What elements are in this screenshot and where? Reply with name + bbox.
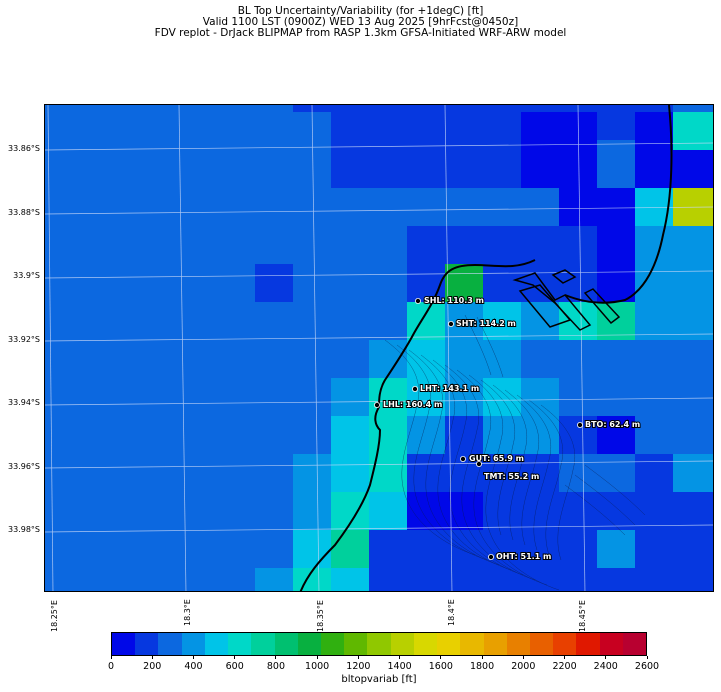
colorbar-tick-mark [110, 656, 112, 659]
station-label-tmt: TMT: 55.2 m [484, 472, 539, 481]
station-dot-lhl[interactable] [373, 401, 380, 408]
colorbar-tick-label: 400 [184, 661, 203, 672]
station-dot-bto[interactable] [577, 421, 584, 428]
colorbar-label: bltopvariab [ft] [341, 674, 417, 685]
colorbar-tick-label: 1400 [387, 661, 412, 672]
lat-label-2: 33.88°S [8, 208, 40, 217]
title-line-2: Valid 1100 LST (0900Z) WED 13 Aug 2025 [… [202, 16, 519, 28]
colorbar-tick-label: 1600 [428, 661, 453, 672]
lat-label-7: 33.98°S [8, 525, 40, 534]
colorbar-segment [204, 633, 229, 655]
lon-label-2: 18.3°E [183, 599, 192, 626]
colorbar-tick-mark [522, 656, 524, 659]
colorbar-tick-label: 2600 [634, 661, 660, 672]
coastline [299, 105, 673, 591]
colorbar-tick-label: 1200 [346, 661, 371, 672]
colorbar-segment [297, 633, 321, 655]
colorbar-tick-mark [151, 656, 153, 659]
lon-label-1: 18.25°E [50, 600, 59, 632]
map-panel[interactable]: SHL: 110.3 m SHT: 114.2 m LHT: 143.1 m LHL:… [44, 104, 714, 592]
colorbar-tick-mark [234, 656, 236, 659]
colorbar-segment [483, 633, 507, 655]
colorbar-segment [228, 633, 252, 655]
colorbar-segment [344, 633, 368, 655]
colorbar-segment [367, 633, 391, 655]
colorbar-segment [529, 633, 554, 655]
station-label-lht: LHT: 143.1 m [420, 384, 479, 393]
colorbar-tick-mark [316, 656, 318, 659]
colorbar-segment [274, 633, 298, 655]
graticule [45, 105, 713, 591]
station-markers: SHL: 110.3 m SHT: 114.2 m LHT: 143.1 m LHL:… [373, 295, 641, 562]
colorbar-tick-mark [357, 656, 359, 659]
station-label-gut: GUT: 65.9 m [469, 454, 524, 463]
station-dot-sht[interactable] [447, 320, 454, 327]
cells-land [255, 302, 713, 591]
lat-label-1: 33.86°S [8, 144, 40, 153]
lon-label-5: 18.45°E [578, 600, 587, 632]
colorbar-tick-label: 1000 [305, 661, 330, 672]
colorbar-segment [622, 633, 646, 655]
colorbar-segment [320, 633, 345, 655]
colorbar-tick-mark [564, 656, 566, 659]
colorbar-segment [135, 633, 159, 655]
station-label-lhl: LHL: 160.4 m [383, 400, 442, 409]
colorbar-segment [112, 633, 136, 655]
lat-label-4: 33.92°S [8, 335, 40, 344]
colorbar-tick-label: 800 [266, 661, 285, 672]
lon-label-4: 18.4°E [447, 599, 456, 626]
colorbar-segment [553, 633, 577, 655]
colorbar-segment [506, 633, 530, 655]
lat-label-5: 33.94°S [8, 398, 40, 407]
colorbar-segment [599, 633, 623, 655]
colorbar-tick-mark [275, 656, 277, 659]
colorbar-tick-mark [440, 656, 442, 659]
colorbar-tick-label: 2000 [511, 661, 536, 672]
lon-label-3: 18.35°E [316, 600, 325, 632]
cells-top [255, 105, 713, 302]
station-dot-tmt[interactable] [475, 460, 482, 467]
lat-label-6: 33.96°S [8, 462, 40, 471]
title-line-1: BL Top Uncertainty/Variability (for +1de… [237, 5, 484, 17]
colorbar-segment [437, 633, 461, 655]
station-label-sht: SHT: 114.2 m [456, 319, 516, 328]
harbour-outline [512, 269, 621, 331]
colorbar-tick-mark [192, 656, 194, 659]
colorbar-segment [181, 633, 205, 655]
colorbar-segment [576, 633, 600, 655]
colorbar-tick-mark [605, 656, 607, 659]
colorbar-tick-label: 200 [143, 661, 162, 672]
colorbar-tick-mark [646, 656, 648, 659]
title-line-3: FDV replot - DrJack BLIPMAP from RASP 1.… [154, 27, 567, 39]
station-dot-lht[interactable] [411, 385, 418, 392]
station-dot-shl[interactable] [414, 297, 421, 304]
colorbar-segment [460, 633, 484, 655]
colorbar-segment [251, 633, 275, 655]
station-label-oht: OHT: 51.1 m [496, 552, 551, 561]
colorbar-tick-label: 2400 [593, 661, 618, 672]
colorbar-tick-label: 2200 [552, 661, 577, 672]
terrain-contours [384, 314, 646, 591]
colorbar-segment [413, 633, 438, 655]
station-label-shl: SHL: 110.3 m [424, 296, 484, 305]
colorbar-tick-label: 600 [225, 661, 244, 672]
map-canvas: SHL: 110.3 m SHT: 114.2 m LHT: 143.1 m LHL:… [45, 105, 713, 591]
colorbar-segment [158, 633, 182, 655]
lat-label-3: 33.9°S [13, 271, 40, 280]
station-dot-oht[interactable] [487, 553, 494, 560]
colorbar-tick-mark [481, 656, 483, 659]
colorbar-segment [390, 633, 414, 655]
colorbar [111, 632, 647, 656]
colorbar-tick-mark [399, 656, 401, 659]
colorbar-tick-label: 0 [107, 661, 115, 672]
colorbar-tick-label: 1800 [469, 661, 495, 672]
station-label-bto: BTO: 62.4 m [585, 420, 640, 429]
station-dot-gut[interactable] [459, 455, 466, 462]
